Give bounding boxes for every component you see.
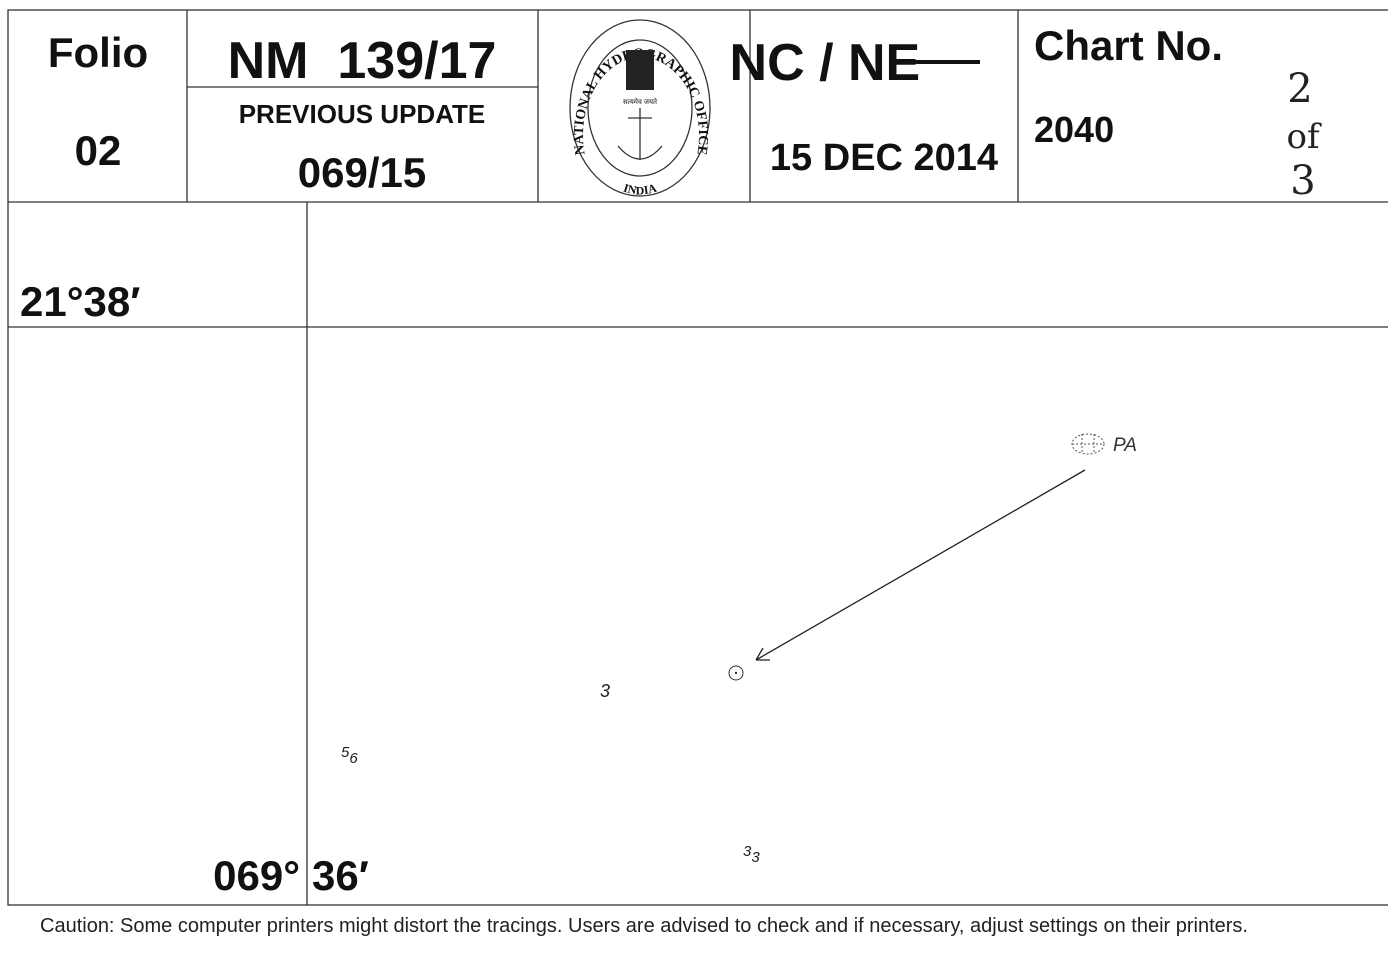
sounding-main: 3 <box>600 681 610 701</box>
logo-country: INDIA <box>622 181 659 198</box>
sounding-main: 5 <box>341 744 350 761</box>
sounding: 3 <box>600 681 610 701</box>
sounding: 56 <box>341 744 358 767</box>
sheet-number: 2 <box>1287 66 1312 112</box>
previous-update: 069/15 <box>298 149 426 196</box>
latitude: 21°38′ <box>20 278 140 325</box>
logo-country-text: INDIA <box>622 181 659 198</box>
caution: Caution: Some computer printers might di… <box>40 915 1248 937</box>
folio-label: Folio <box>48 29 148 76</box>
chart-label: Chart No. <box>1034 22 1223 69</box>
nm-number: NM 139/17 <box>228 32 497 90</box>
sounding-sub: 3 <box>751 849 760 866</box>
sheet-of: of <box>1286 117 1321 157</box>
arrow <box>755 469 1086 661</box>
longitude-degrees: 069° <box>213 852 300 899</box>
sheet-total: 3 <box>1290 158 1315 204</box>
nc: NC / <box>730 34 848 92</box>
sounding-main: 3 <box>743 843 752 860</box>
folio: 02 <box>75 127 122 174</box>
logo-motto: सत्यमेव जयते <box>623 97 658 106</box>
logo: NATIONAL HYDROGRAPHIC OFFICE INDIA सत्यम… <box>569 19 711 198</box>
position-circle <box>728 665 744 681</box>
chart-number: 2040 <box>1034 109 1114 150</box>
position-approximate <box>1071 433 1105 455</box>
date: 15 DEC 2014 <box>770 137 998 179</box>
previous-update-label: PREVIOUS UPDATE <box>239 99 486 129</box>
ne-struck: NE <box>848 34 920 92</box>
sounding-sub: 6 <box>349 750 358 767</box>
longitude-minutes: 36′ <box>312 852 369 899</box>
frame <box>7 9 1388 906</box>
sounding: 33 <box>743 843 760 866</box>
pa-label: PA <box>1113 435 1137 456</box>
